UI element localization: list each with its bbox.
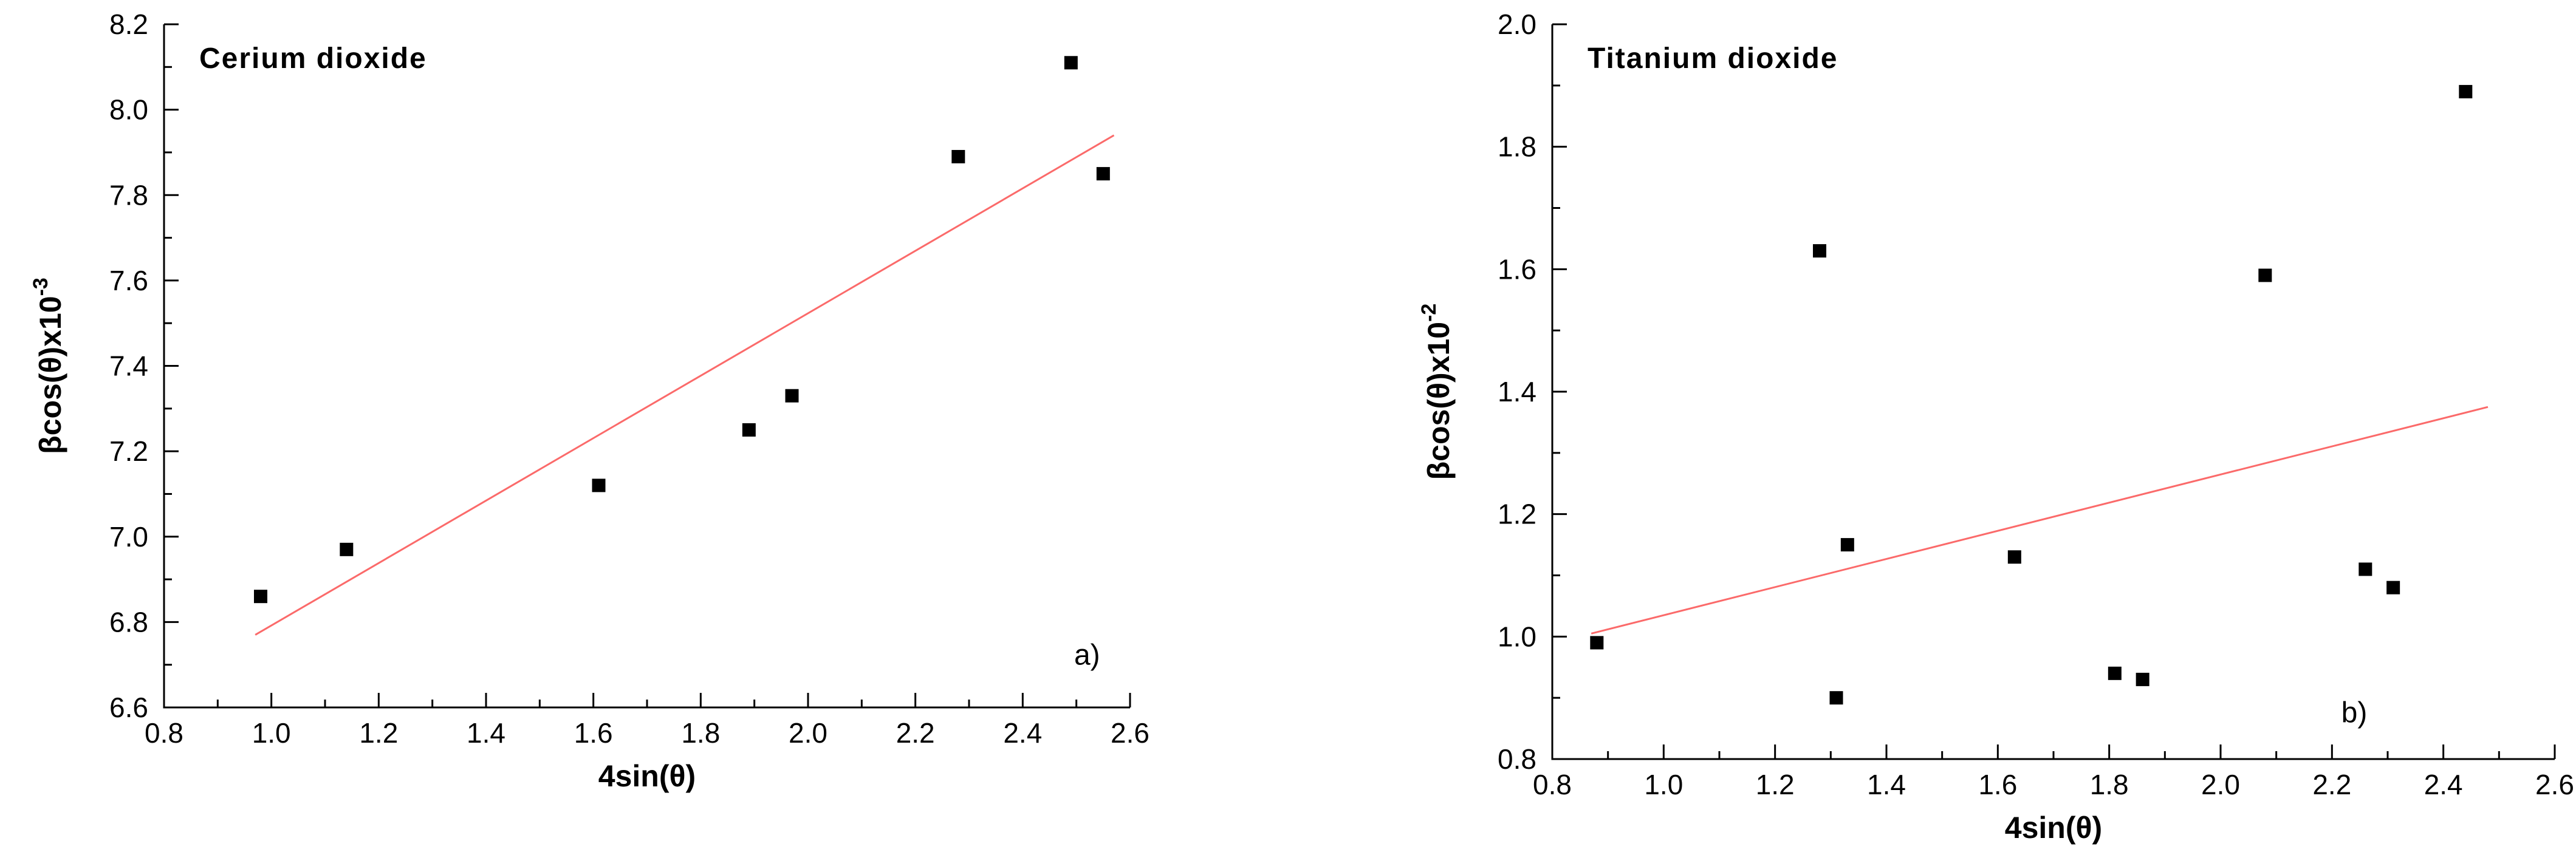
y-tick-label: 2.0 [1498,9,1536,40]
y-tick-label: 6.8 [109,606,148,638]
x-tick-label: 1.4 [1867,769,1906,800]
data-point [1840,538,1854,552]
x-tick-label: 2.0 [789,717,827,749]
y-axis-label: βcos(θ)x10-2 [1417,304,1456,480]
data-point [592,479,606,492]
fit-line [255,134,1115,636]
titanium-dioxide-plot-svg: 0.8 1.0 1.2 1.4 1.6 1.8 2.0 2.2 2.4 2.6 0.8 1.0 1.2 1… [1417,9,2574,845]
x-tick-label: 1.8 [2090,769,2129,800]
x-tick-label: 2.6 [2535,769,2574,800]
titanium-dioxide-chart: 0.8 1.0 1.2 1.4 1.6 1.8 2.0 2.2 2.4 2.6 0.8 1.0 1.2 1… [1288,0,2576,855]
y-tick-label: 1.4 [1498,376,1536,407]
y-tick-label: 0.8 [1498,743,1536,775]
x-tick-label: 0.8 [1533,769,1572,800]
y-tick-label: 1.0 [1498,621,1536,652]
y-tick-label: 7.4 [109,350,148,382]
x-tick-label: 1.8 [681,717,720,749]
y-tick-label: 1.2 [1498,499,1536,530]
x-axis-label: 4sin(θ) [2005,811,2102,845]
x-tick-label: 1.6 [574,717,613,749]
data-point [2358,562,2372,576]
y-tick-label: 1.6 [1498,253,1536,285]
y-tick-label: 8.0 [109,94,148,126]
y-tick-label: 7.2 [109,435,148,467]
x-tick-label: 1.6 [1978,769,2017,800]
fit-line [1591,406,2489,635]
data-point [1813,244,1826,258]
x-tick-label: 1.0 [252,717,291,749]
x-tick-label: 1.4 [467,717,505,749]
x-tick-label: 2.0 [2201,769,2240,800]
data-point [2007,550,2021,564]
x-tick-label: 0.8 [145,717,183,749]
cerium-dioxide-plot-svg: 0.8 1.0 1.2 1.4 1.6 1.8 2.0 2.2 2.4 2.6 6.6 6.8 7.0 7… [29,9,1149,793]
x-tick-label: 2.4 [1003,717,1042,749]
data-point [1064,56,1078,70]
x-tick-label: 1.0 [1644,769,1683,800]
y-tick-label: 7.0 [109,521,148,553]
data-point [785,389,799,403]
data-point [2459,84,2473,98]
x-tick-label: 2.6 [1111,717,1149,749]
data-point [951,149,965,163]
x-tick-label: 1.2 [359,717,398,749]
data-point [2136,672,2150,686]
x-tick-label: 1.2 [1756,769,1795,800]
cerium-dioxide-chart: 0.8 1.0 1.2 1.4 1.6 1.8 2.0 2.2 2.4 2.6 6.6 6.8 7.0 7… [29,9,1149,793]
y-tick-label: 1.8 [1498,131,1536,163]
y-tick-label: 8.2 [109,9,148,40]
corner-label: b) [2341,697,2368,729]
data-point [2108,666,2122,680]
data-point [1096,167,1110,181]
x-tick-label: 2.2 [2312,769,2351,800]
corner-label: a) [1074,639,1100,672]
chart-title: Titanium dioxide [1588,43,1838,75]
data-point [340,542,354,556]
data-point [742,423,756,437]
x-axis-label: 4sin(θ) [598,759,696,793]
x-tick-label: 2.4 [2424,769,2463,800]
y-tick-label: 6.6 [109,692,148,723]
chart-title: Cerium dioxide [199,43,427,75]
y-axis-label: βcos(θ)x10-3 [29,278,67,454]
y-tick-label: 7.6 [109,265,148,296]
data-point [2258,268,2272,282]
data-point [1829,691,1843,705]
data-point [2386,581,2400,594]
data-point [254,590,267,604]
x-tick-label: 2.2 [896,717,935,749]
data-point [1590,636,1604,650]
y-tick-label: 7.8 [109,179,148,211]
